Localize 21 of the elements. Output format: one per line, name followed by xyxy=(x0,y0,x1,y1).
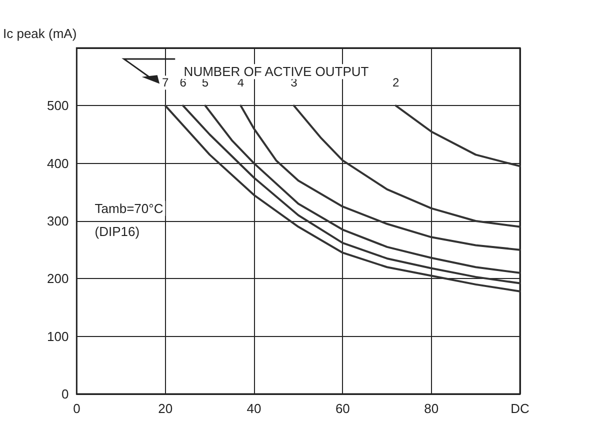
line-series xyxy=(240,104,521,251)
annotation: (DIP16) xyxy=(94,224,140,239)
x-tick-label: 0 xyxy=(73,401,80,416)
x-tick-label: 60 xyxy=(335,401,350,416)
y-tick-label: 500 xyxy=(46,98,69,114)
y-tick-label: 0 xyxy=(61,386,69,402)
y-tick-label: 100 xyxy=(46,328,69,344)
x-tick-label: 80 xyxy=(424,401,439,416)
series-label: 7 xyxy=(162,76,170,90)
annotation: NUMBER OF ACTIVE OUTPUT xyxy=(184,64,369,80)
line-series xyxy=(394,104,521,168)
y-tick-label: 200 xyxy=(46,271,69,286)
line-series xyxy=(292,104,521,228)
x-tick-label: 20 xyxy=(158,401,173,416)
y-axis-title: Ic peak (mA) xyxy=(2,26,77,41)
annotation: Tamb=70°C xyxy=(94,200,164,216)
y-tick-label: 400 xyxy=(46,156,69,171)
x-tick-label: DC xyxy=(510,401,530,416)
x-tick-label: 40 xyxy=(246,401,262,416)
y-tick-label: 300 xyxy=(46,214,69,228)
series-label: 2 xyxy=(392,76,400,90)
